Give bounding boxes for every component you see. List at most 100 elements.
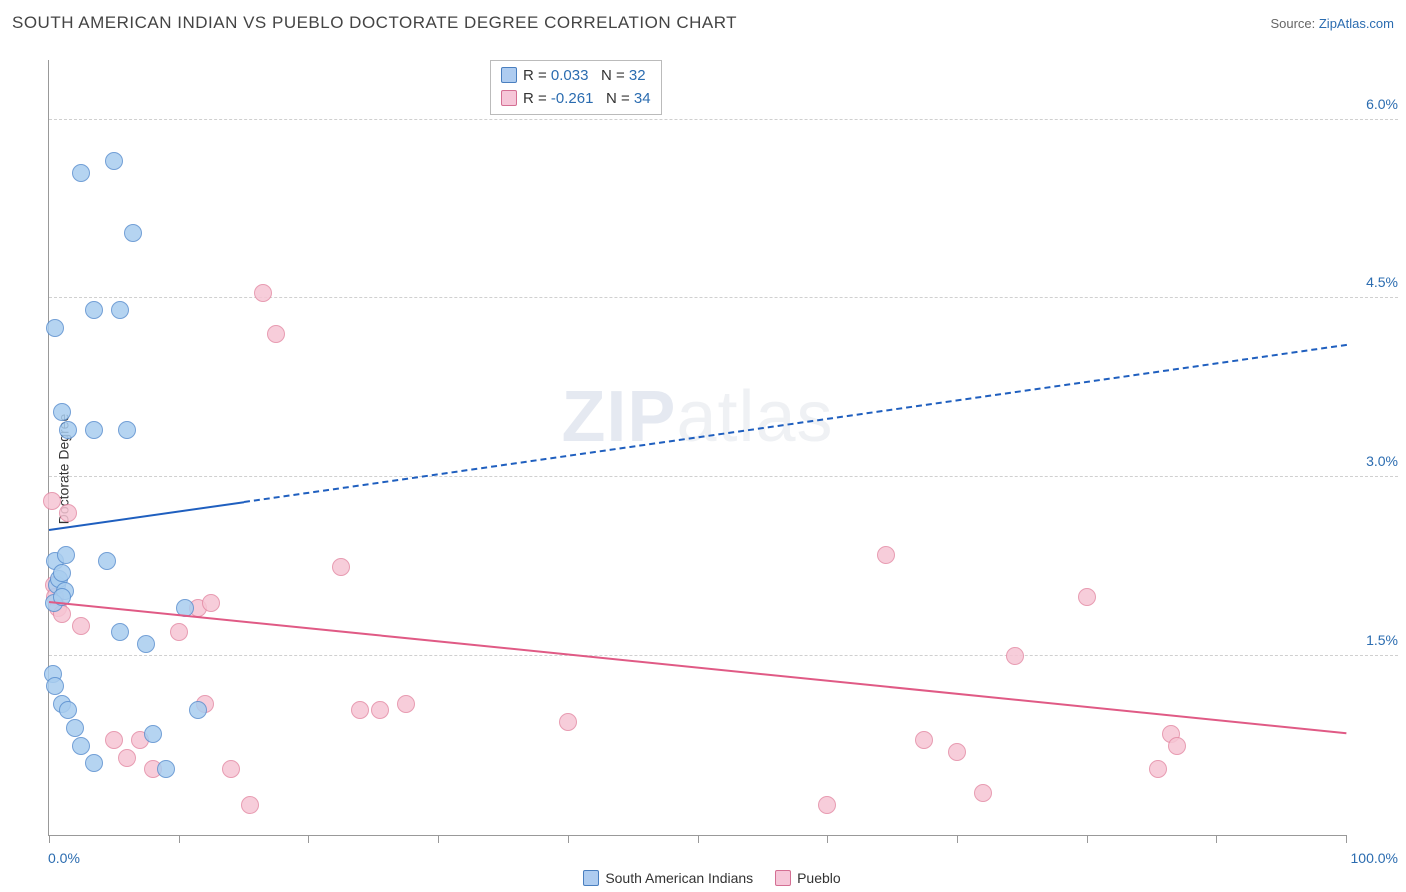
x-tick [1346,835,1347,843]
data-point [118,749,136,767]
data-point [85,301,103,319]
data-point [111,623,129,641]
chart-title: SOUTH AMERICAN INDIAN VS PUEBLO DOCTORAT… [12,13,737,33]
stats-n-label: N = [606,90,634,107]
data-point [59,421,77,439]
chart-source: Source: ZipAtlas.com [1270,16,1394,31]
stats-r-value: -0.261 [551,90,594,107]
data-point [72,164,90,182]
x-tick [827,835,828,843]
x-tick [1087,835,1088,843]
data-point [144,725,162,743]
data-point [98,552,116,570]
data-point [124,224,142,242]
stats-row: R = -0.261 N = 34 [501,88,651,111]
y-tick-label: 4.5% [1366,274,1398,290]
data-point [1149,760,1167,778]
data-point [559,713,577,731]
y-tick-label: 6.0% [1366,96,1398,112]
data-point [85,754,103,772]
stats-n-value: 34 [634,90,651,107]
data-point [170,623,188,641]
data-point [72,617,90,635]
y-tick-label: 1.5% [1366,632,1398,648]
data-point [105,731,123,749]
data-point [59,504,77,522]
data-point [111,301,129,319]
data-point [222,760,240,778]
x-tick [49,835,50,843]
data-point [974,784,992,802]
x-max-label: 100.0% [1351,850,1398,866]
data-point [53,564,71,582]
x-tick [1216,835,1217,843]
data-point [818,796,836,814]
data-point [53,403,71,421]
data-point [46,677,64,695]
x-tick [308,835,309,843]
data-point [1168,737,1186,755]
data-point [189,701,207,719]
data-point [241,796,259,814]
watermark-zip: ZIP [561,377,676,457]
stats-swatch [501,67,517,83]
data-point [397,695,415,713]
legend-label-b: Pueblo [797,870,841,886]
stats-r-label: R = [523,90,551,107]
legend-bottom: South American Indians Pueblo [0,870,1406,886]
source-link[interactable]: ZipAtlas.com [1319,16,1394,31]
data-point [66,719,84,737]
data-point [59,701,77,719]
data-point [1006,647,1024,665]
data-point [371,701,389,719]
data-point [105,152,123,170]
gridline [49,297,1398,298]
data-point [877,546,895,564]
trendline [49,601,1346,734]
x-tick [698,835,699,843]
x-tick [438,835,439,843]
data-point [137,635,155,653]
data-point [57,546,75,564]
stats-row: R = 0.033 N = 32 [501,65,651,88]
data-point [351,701,369,719]
legend-swatch-a [583,870,599,886]
x-min-label: 0.0% [48,850,80,866]
watermark-atlas: atlas [676,377,833,457]
data-point [202,594,220,612]
plot-area: ZIPatlas 1.5%3.0%4.5%6.0%R = 0.033 N = 3… [48,60,1346,836]
legend-label-a: South American Indians [605,870,753,886]
gridline [49,476,1398,477]
watermark: ZIPatlas [561,376,833,458]
source-prefix: Source: [1270,16,1318,31]
data-point [43,492,61,510]
data-point [118,421,136,439]
data-point [157,760,175,778]
legend-swatch-b [775,870,791,886]
stats-r-value: 0.033 [551,67,589,84]
data-point [332,558,350,576]
y-tick-label: 3.0% [1366,453,1398,469]
data-point [254,284,272,302]
x-tick [179,835,180,843]
trendline-solid [49,501,244,531]
stats-swatch [501,90,517,106]
plot-wrap: Doctorate Degree ZIPatlas 1.5%3.0%4.5%6.… [0,46,1406,892]
data-point [915,731,933,749]
x-tick [957,835,958,843]
data-point [46,319,64,337]
stats-n-value: 32 [629,67,646,84]
data-point [948,743,966,761]
data-point [85,421,103,439]
stats-n-label: N = [601,67,629,84]
stats-r-label: R = [523,67,551,84]
chart-header: SOUTH AMERICAN INDIAN VS PUEBLO DOCTORAT… [0,0,1406,46]
gridline [49,655,1398,656]
trendline-dashed [243,344,1346,503]
x-tick [568,835,569,843]
data-point [72,737,90,755]
data-point [267,325,285,343]
stats-box: R = 0.033 N = 32R = -0.261 N = 34 [490,60,662,115]
data-point [1078,588,1096,606]
gridline [49,119,1398,120]
